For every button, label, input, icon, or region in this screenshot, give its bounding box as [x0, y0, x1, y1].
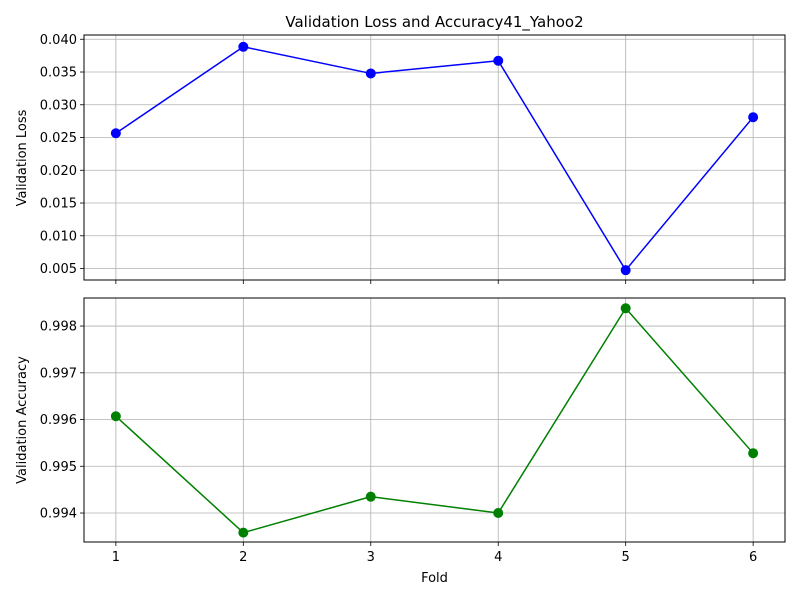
chart-title: Validation Loss and Accuracy41_Yahoo2	[285, 13, 583, 32]
y-tick-label: 0.995	[40, 460, 77, 475]
data-point	[365, 491, 376, 502]
x-tick-label: 6	[749, 550, 757, 565]
y-tick-label: 0.040	[40, 33, 77, 48]
series-line	[115, 46, 754, 271]
y-axis-label-accuracy: Validation Accuracy	[15, 356, 30, 484]
y-tick-label: 0.020	[40, 164, 77, 179]
data-point	[748, 112, 759, 123]
y-tick-label: 0.996	[40, 413, 77, 428]
x-tick-label: 5	[622, 550, 630, 565]
x-axis-label: Fold	[421, 571, 448, 586]
accuracy-subplot: Validation Accuracy Fold 1 2 3 4 5 6 0.994 0.99…	[15, 297, 786, 586]
data-point	[748, 448, 759, 459]
y-tick-label: 0.998	[40, 320, 77, 335]
data-point	[620, 303, 631, 314]
loss-subplot: Validation Loss and Accuracy41_Yahoo2 Va…	[15, 13, 786, 284]
y-axis-label-loss: Validation Loss	[15, 109, 30, 206]
y-tick-label: 0.994	[40, 507, 77, 522]
series-line	[115, 307, 754, 534]
axes-frame	[83, 34, 786, 281]
y-tick-label: 0.010	[40, 229, 77, 244]
data-point	[365, 68, 376, 79]
x-tick-label: 1	[112, 550, 120, 565]
x-tick-label: 3	[367, 550, 375, 565]
data-point	[620, 265, 631, 276]
data-point	[238, 41, 249, 52]
x-tick-label: 4	[494, 550, 502, 565]
data-point	[493, 55, 504, 66]
data-point	[493, 508, 504, 519]
y-tick-label: 0.015	[40, 197, 77, 212]
x-tick-label: 2	[239, 550, 247, 565]
axes-frame	[83, 297, 786, 543]
data-point	[110, 411, 121, 422]
y-tick-label: 0.030	[40, 98, 77, 113]
y-tick-label: 0.025	[40, 131, 77, 146]
y-tick-label: 0.005	[40, 262, 77, 277]
data-point	[110, 128, 121, 139]
y-tick-label: 0.035	[40, 66, 77, 81]
y-tick-label: 0.997	[40, 366, 77, 381]
data-point	[238, 527, 249, 538]
